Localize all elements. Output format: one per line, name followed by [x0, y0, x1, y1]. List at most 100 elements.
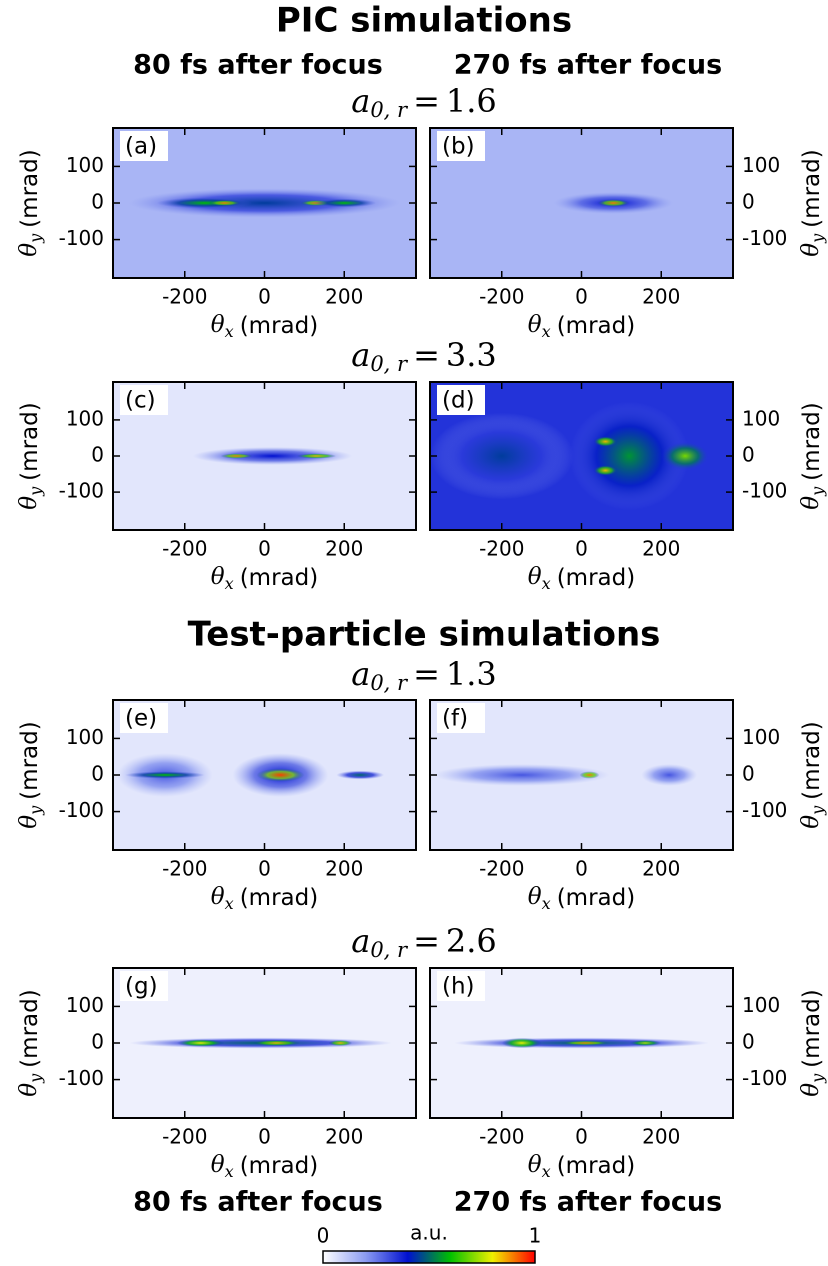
axis-subscript: y: [26, 233, 45, 244]
axis-subscript: x: [225, 574, 234, 593]
axis-label: θy (mrad): [798, 149, 827, 256]
axis-subscript: y: [808, 1073, 827, 1084]
axis-unit: (mrad): [557, 885, 636, 911]
column-header: 80 fs after focus: [133, 50, 383, 81]
axis-symbol: θ: [528, 884, 542, 910]
heatmap-feature: [561, 1040, 610, 1046]
row-heading: a0, r = 3.3: [351, 336, 497, 376]
heatmap-feature: [312, 198, 377, 208]
axis-subscript: x: [542, 894, 551, 913]
y-tick-label: -100: [742, 479, 787, 503]
axis-unit: (mrad): [557, 1153, 636, 1179]
axis-unit: (mrad): [240, 565, 319, 591]
y-tick-label: -100: [59, 479, 104, 503]
y-tick-label: 100: [66, 725, 104, 749]
y-tick-label: 100: [742, 993, 780, 1017]
row-subscript: 0, r: [370, 938, 409, 962]
axis-unit: (mrad): [799, 149, 825, 228]
panel-label: (h): [442, 974, 475, 1000]
panel-frame: [112, 381, 417, 531]
x-tick-label: 0: [258, 1125, 271, 1149]
axis-unit: (mrad): [240, 1153, 319, 1179]
axis-symbol: θ: [798, 815, 824, 829]
x-tick-label: 200: [642, 857, 680, 881]
x-tick-label: 200: [325, 1125, 363, 1149]
y-tick-label: 100: [742, 725, 780, 749]
axis-subscript: x: [542, 322, 551, 341]
y-tick-label: 100: [66, 406, 104, 430]
colorbar-label: a.u.: [410, 1221, 448, 1245]
axis-subscript: x: [542, 574, 551, 593]
y-tick-label: 100: [66, 993, 104, 1017]
colorbar-scale: [322, 1250, 536, 1264]
column-header: 270 fs after focus: [454, 1187, 722, 1218]
axis-unit: (mrad): [17, 721, 43, 800]
heatmap-feature: [256, 768, 305, 782]
y-tick-label: -100: [742, 1066, 787, 1090]
x-tick-label: -200: [479, 1125, 524, 1149]
row-value: 1.3: [446, 655, 497, 693]
row-value: 2.6: [446, 922, 497, 960]
panel-label-box: [437, 703, 485, 733]
panel-label: (c): [125, 388, 156, 414]
row-value: 3.3: [446, 336, 497, 374]
row-value: 1.6: [446, 82, 497, 120]
x-tick-label: 200: [642, 537, 680, 561]
y-tick-label: 100: [66, 153, 104, 177]
colorbar: a.u. 0 1: [317, 1221, 541, 1264]
y-tick-label: 0: [742, 762, 755, 786]
row-relation: =: [413, 655, 440, 693]
axis-label: θx (mrad): [528, 312, 635, 341]
panel-frame: [429, 381, 734, 531]
title: PIC simulations: [276, 1, 572, 41]
heatmap-feature: [252, 1040, 301, 1046]
y-tick-label: 100: [742, 406, 780, 430]
x-tick-label: -200: [479, 285, 524, 309]
row-subscript: 0, r: [370, 98, 409, 122]
y-tick-label: 0: [742, 1030, 755, 1054]
axis-unit: (mrad): [799, 402, 825, 481]
panel-frame: [112, 127, 417, 279]
axis-label: θx (mrad): [211, 312, 318, 341]
row-relation: =: [413, 922, 440, 960]
axis-unit: (mrad): [557, 565, 636, 591]
row-heading: a0, r = 1.6: [351, 82, 497, 122]
row-subscript: 0, r: [370, 352, 409, 376]
column-header: 270 fs after focus: [454, 50, 722, 81]
x-tick-label: 200: [325, 285, 363, 309]
row-symbol: a: [351, 655, 370, 693]
panel-frame: [112, 699, 417, 851]
axis-symbol: θ: [211, 1152, 225, 1178]
axis-label: θx (mrad): [528, 884, 635, 913]
panel-label-box: [120, 131, 168, 161]
y-tick-label: -100: [59, 1066, 104, 1090]
axis-subscript: y: [808, 486, 827, 497]
axis-subscript: x: [225, 1162, 234, 1181]
heatmap-image: [430, 700, 733, 850]
heatmap-feature: [597, 199, 630, 207]
panel-frame: [429, 127, 734, 279]
axis-symbol: θ: [798, 1083, 824, 1097]
y-tick-label: 0: [91, 762, 104, 786]
x-tick-label: 0: [575, 857, 588, 881]
heatmap-feature: [661, 441, 710, 471]
axis-unit: (mrad): [17, 149, 43, 228]
row-symbol: a: [351, 922, 370, 960]
panel-label-box: [120, 385, 168, 415]
axis-subscript: y: [26, 805, 45, 816]
axis-subscript: x: [225, 322, 234, 341]
axis-label: θy (mrad): [798, 989, 827, 1096]
colorbar-tick-label: 0: [317, 1224, 330, 1248]
x-tick-label: 200: [325, 857, 363, 881]
x-tick-label: 0: [575, 1125, 588, 1149]
y-tick-label: 0: [742, 443, 755, 467]
